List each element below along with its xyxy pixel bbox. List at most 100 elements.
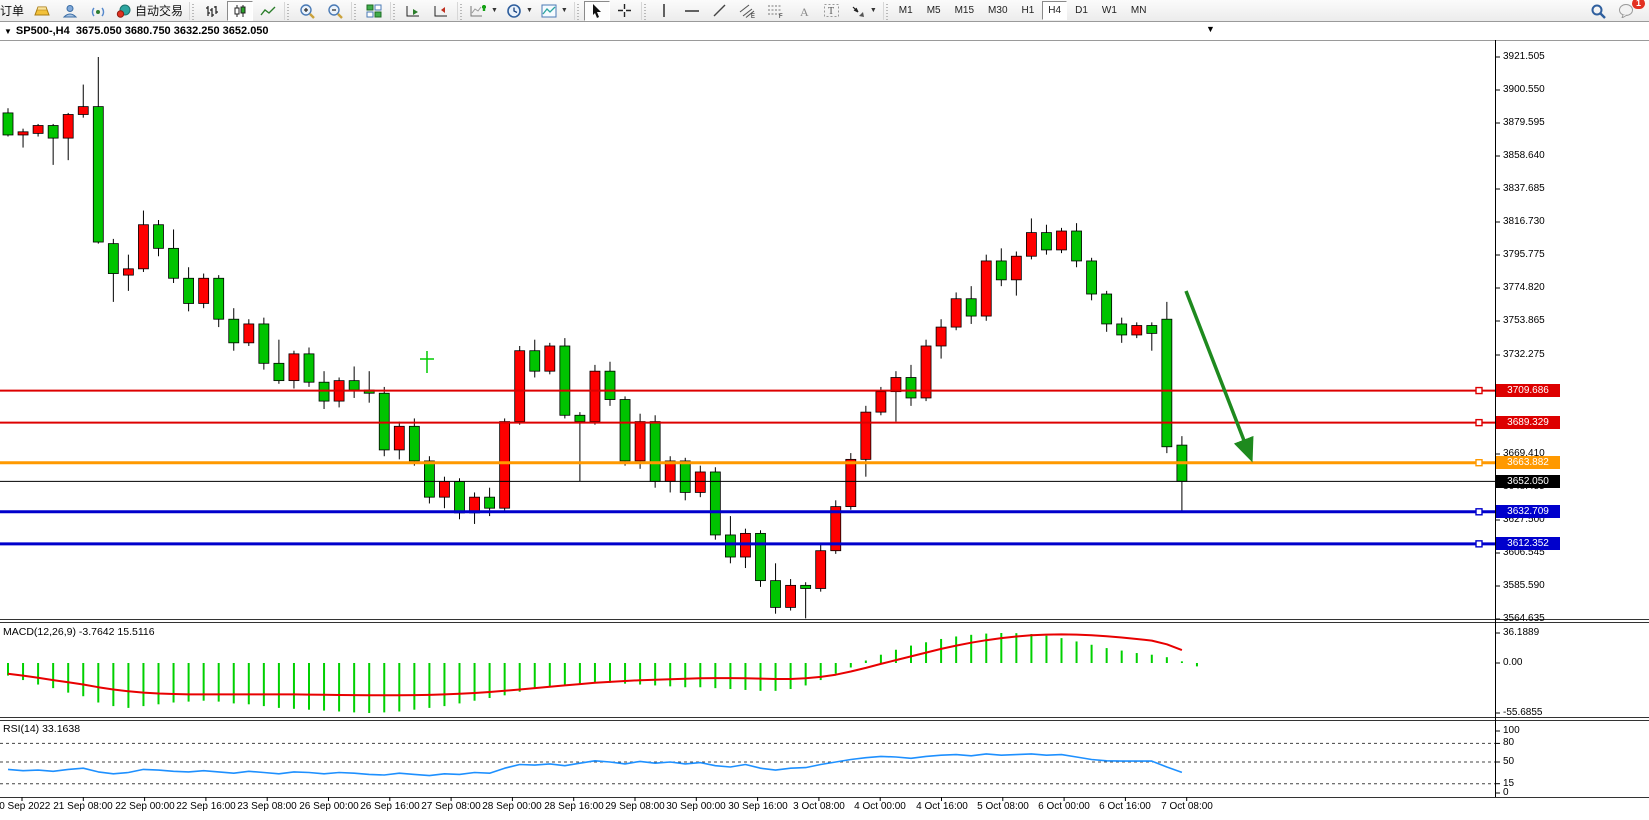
macd-histogram-bar <box>112 663 115 707</box>
time-axis-label: 28 Sep 00:00 <box>482 801 542 812</box>
horizontal-line-tool[interactable] <box>679 1 705 21</box>
time-axis-label: 6 Oct 16:00 <box>1099 801 1151 812</box>
cross-marker[interactable] <box>420 351 434 373</box>
periods-clock-button[interactable]: ▼ <box>503 1 536 21</box>
new-order-button[interactable]: 新订单 <box>0 1 27 21</box>
zoom-out-icon[interactable] <box>322 1 348 21</box>
candle <box>559 345 571 416</box>
text-tool[interactable]: A <box>791 1 817 21</box>
macd-histogram-bar <box>699 663 702 688</box>
macd-histogram-bar <box>759 663 762 691</box>
price-tick-label: 3669.410 <box>1503 448 1545 459</box>
search-icon[interactable] <box>1585 1 1611 21</box>
candle <box>830 506 842 552</box>
macd-histogram-bar <box>578 663 581 684</box>
candle <box>544 345 556 372</box>
candle <box>62 114 74 139</box>
macd-histogram-bar <box>985 633 988 663</box>
zoom-in-icon[interactable] <box>294 1 320 21</box>
candle <box>634 421 646 462</box>
tile-windows-icon[interactable] <box>361 1 387 21</box>
candle <box>123 268 134 276</box>
candle <box>950 298 962 328</box>
macd-axis-label: 0.00 <box>1503 657 1523 668</box>
candle <box>725 534 736 558</box>
autotrading-button[interactable]: 自动交易 <box>113 1 186 21</box>
crosshair-tool-button[interactable] <box>612 1 638 21</box>
candle <box>1086 260 1097 295</box>
level-line-handle[interactable] <box>1475 459 1483 467</box>
time-axis-label: 3 Oct 08:00 <box>793 801 845 812</box>
macd-histogram-bar <box>714 663 717 689</box>
macd-histogram-bar <box>217 663 220 702</box>
macd-histogram-bar <box>7 663 9 676</box>
level-line-handle[interactable] <box>1475 386 1483 395</box>
fibonacci-tool[interactable]: F <box>763 1 789 21</box>
line-chart-mode-icon[interactable] <box>255 1 281 21</box>
timeframe-mn[interactable]: MN <box>1130 5 1147 16</box>
candlestick-mode-icon[interactable] <box>227 0 254 21</box>
trend-arrow[interactable] <box>1184 290 1254 463</box>
indicators-button[interactable]: ▼ <box>467 1 501 21</box>
level-line-handle[interactable] <box>1475 540 1483 548</box>
macd-histogram-bar <box>563 663 566 685</box>
price-level-badge: 3689.329 <box>1496 416 1560 429</box>
timeframe-m5[interactable]: M5 <box>926 5 941 16</box>
auto-scroll-icon[interactable] <box>400 1 426 21</box>
timeframe-m15[interactable]: M15 <box>954 5 975 16</box>
time-axis-label: 29 Sep 08:00 <box>605 801 665 812</box>
macd-histogram-bar <box>548 663 551 687</box>
rsi-axis-label: 80 <box>1503 737 1515 748</box>
macd-histogram-bar <box>127 663 130 708</box>
candle <box>1161 318 1173 448</box>
price-tick-label: 3753.865 <box>1503 315 1545 326</box>
cursor-tool-button[interactable] <box>583 0 610 21</box>
macd-histogram-bar <box>955 636 958 663</box>
macd-axis-label: -55.6855 <box>1503 707 1543 718</box>
collapse-caret-icon[interactable]: ▼ <box>4 27 12 36</box>
macd-histogram-bar <box>1015 633 1018 663</box>
price-tick-label: 3816.730 <box>1503 216 1545 227</box>
candle <box>694 471 706 493</box>
timeframe-w1[interactable]: W1 <box>1101 5 1117 16</box>
macd-histogram-bar <box>383 663 386 713</box>
candle <box>439 481 450 498</box>
rsi-line <box>7 753 1183 777</box>
candle <box>243 323 255 344</box>
bar-chart-mode-icon[interactable] <box>199 1 225 21</box>
price-tick-label: 3795.775 <box>1503 249 1545 260</box>
time-axis-label: 20 Sep 2022 <box>0 801 51 812</box>
macd-histogram-bar <box>639 663 642 685</box>
macd-histogram-bar <box>849 663 852 668</box>
chart-shift-marker-icon[interactable]: ▼ <box>1206 24 1215 34</box>
equidistant-channel-tool[interactable]: E <box>735 1 761 21</box>
level-line-handle[interactable] <box>1475 508 1483 516</box>
rsi-axis-label: 0 <box>1503 787 1509 798</box>
timeframe-m30[interactable]: M30 <box>988 5 1008 16</box>
timeframe-m1[interactable]: M1 <box>898 5 913 16</box>
signal-icon[interactable] <box>85 1 111 21</box>
chart-shift-icon[interactable] <box>428 1 454 21</box>
vertical-line-tool[interactable] <box>651 1 677 21</box>
timeframe-h1[interactable]: H1 <box>1021 5 1035 16</box>
toolbar-separator <box>390 1 398 20</box>
notifications-chat-button[interactable]: 1 <box>1613 0 1645 21</box>
arrows-tool[interactable]: ▼ <box>847 1 880 21</box>
timeframe-d1[interactable]: D1 <box>1075 5 1088 16</box>
templates-button[interactable]: ▼ <box>538 1 571 21</box>
macd-histogram-bar <box>1060 638 1063 663</box>
candle <box>1056 230 1067 251</box>
candle <box>995 260 1007 281</box>
time-axis-label: 28 Sep 16:00 <box>544 801 604 812</box>
chevron-down-icon: ▼ <box>491 7 498 14</box>
candle <box>2 112 14 136</box>
text-label-tool[interactable]: T <box>819 1 845 21</box>
macd-histogram-bar <box>970 634 973 663</box>
candle <box>138 224 149 270</box>
account-person-icon[interactable] <box>57 1 83 21</box>
timeframe-h4[interactable]: H4 <box>1042 1 1068 20</box>
gold-ingot-icon[interactable] <box>29 1 55 21</box>
trendline-tool[interactable] <box>707 1 733 21</box>
level-line-handle[interactable] <box>1475 418 1483 427</box>
